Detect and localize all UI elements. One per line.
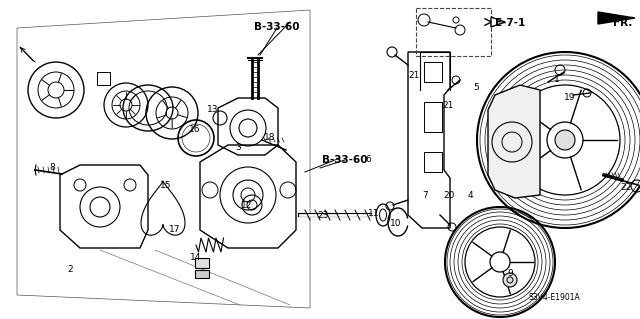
Text: 11: 11 <box>368 210 380 219</box>
Circle shape <box>503 273 517 287</box>
Text: 19: 19 <box>564 93 576 101</box>
Text: S3V4-E1901A: S3V4-E1901A <box>528 293 580 302</box>
Polygon shape <box>598 12 635 24</box>
Text: 18: 18 <box>264 133 276 143</box>
Circle shape <box>555 130 575 150</box>
Text: 5: 5 <box>473 83 479 92</box>
Text: 3: 3 <box>235 144 241 152</box>
Bar <box>424 102 442 132</box>
Bar <box>416 8 491 56</box>
Text: 7: 7 <box>422 191 428 201</box>
Text: 9: 9 <box>507 269 513 278</box>
Text: 15: 15 <box>160 181 172 189</box>
Text: E-7-1: E-7-1 <box>495 18 525 28</box>
Text: B-33-60: B-33-60 <box>254 22 300 32</box>
Text: 22: 22 <box>620 183 632 192</box>
Text: 10: 10 <box>390 219 402 228</box>
Bar <box>195 258 209 268</box>
Text: 16: 16 <box>189 125 201 135</box>
Text: 12: 12 <box>241 201 253 210</box>
Text: FR.: FR. <box>613 18 632 28</box>
Text: 21: 21 <box>408 70 420 79</box>
Text: 6: 6 <box>365 155 371 165</box>
Bar <box>424 152 442 172</box>
Text: 17: 17 <box>169 226 180 234</box>
Text: 8: 8 <box>49 164 55 173</box>
Polygon shape <box>491 17 505 27</box>
Text: 14: 14 <box>190 254 202 263</box>
Text: 1: 1 <box>554 76 560 85</box>
Bar <box>424 62 442 82</box>
Text: B-33-60: B-33-60 <box>323 155 368 165</box>
Text: 2: 2 <box>67 265 73 275</box>
Bar <box>97 72 110 85</box>
Text: 21: 21 <box>442 100 454 109</box>
Text: 20: 20 <box>444 191 454 201</box>
Polygon shape <box>488 85 540 198</box>
Bar <box>195 270 209 278</box>
Text: 23: 23 <box>317 211 329 219</box>
Text: 4: 4 <box>467 190 473 199</box>
Text: 13: 13 <box>207 106 219 115</box>
